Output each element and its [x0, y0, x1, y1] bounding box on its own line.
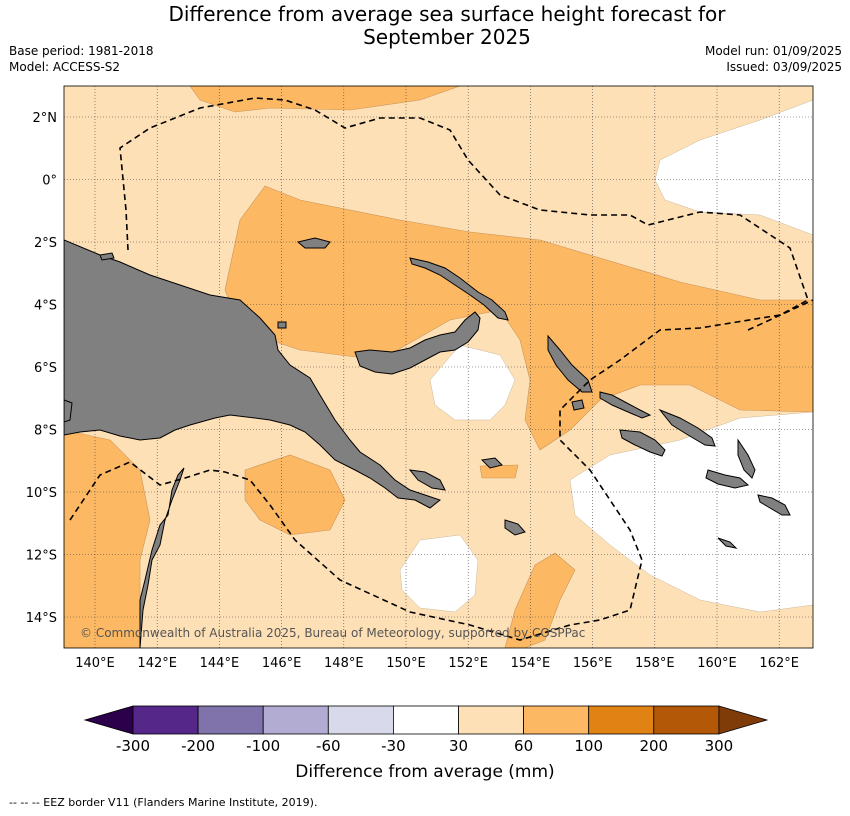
title-line-1: Difference from average sea surface heig… [168, 2, 726, 26]
meta-right: Model run: 01/09/2025 Issued: 03/09/2025 [705, 43, 842, 75]
colorbar-swatch [523, 705, 590, 735]
land-louisiade [504, 519, 526, 536]
lat-tick-label: 10°S [26, 486, 57, 501]
colorbar: -300 -200 -100 -60 -30 30 60 100 200 300 [83, 705, 769, 755]
colorbar-tick-label: 200 [639, 737, 668, 755]
lon-tick-label: 144°E [200, 656, 240, 671]
land-manus [296, 237, 331, 249]
page-title: Difference from average sea surface heig… [0, 3, 850, 49]
colorbar-swatch [653, 705, 720, 735]
copyright-text: © Commonwealth of Australia 2025, Bureau… [80, 626, 585, 640]
land-small-3 [717, 537, 738, 549]
land-dentrecasteaux [408, 469, 446, 491]
colorbar-swatch [392, 705, 459, 735]
model-run: Model run: 01/09/2025 [704, 44, 842, 58]
colorbar-tick-label: -200 [181, 737, 215, 755]
land-malaita [737, 438, 756, 479]
colorbar-tick-label: -30 [381, 737, 406, 755]
anomaly-band-neutral [429, 344, 516, 421]
graticule [64, 86, 813, 648]
colorbar-swatch [132, 705, 199, 735]
meta-left: Base period: 1981-2018 Model: ACCESS-S2 [9, 43, 154, 75]
colorbar-tick-label: -100 [246, 737, 280, 755]
eez-border [69, 97, 813, 641]
eez-border-line [69, 97, 809, 641]
lon-tick-label: 162°E [759, 656, 799, 671]
lon-tick-label: 156°E [573, 656, 613, 671]
title-line-2: September 2025 [363, 25, 531, 49]
colorbar-swatch [262, 705, 329, 735]
lon-tick-label: 146°E [262, 656, 302, 671]
land-woodlark [480, 457, 503, 469]
land-small-1 [277, 321, 287, 329]
eez-border-line [747, 299, 813, 331]
landmass [64, 237, 791, 648]
lon-tick-label: 154°E [511, 656, 551, 671]
map-figure: © Commonwealth of Australia 2025, Bureau… [26, 85, 814, 755]
lat-tick-label: 8°S [34, 424, 57, 439]
issued-date: Issued: 03/09/2025 [726, 60, 842, 74]
colorbar-swatch [458, 705, 524, 735]
colorbar-tick-label: 60 [514, 737, 533, 755]
lat-tick-label: 14°S [26, 611, 57, 626]
anomaly-band-60-100 [64, 429, 151, 648]
anomaly-band-60-100 [479, 464, 519, 479]
land-small-5 [571, 399, 585, 411]
map-area: © Commonwealth of Australia 2025, Bureau… [64, 86, 813, 648]
lon-tick-label: 142°E [137, 656, 177, 671]
anomaly-band-neutral [569, 411, 813, 613]
colorbar-extend-high [718, 705, 769, 735]
land-new-ireland [409, 257, 509, 321]
anomaly-band-neutral [399, 534, 479, 613]
land-bougainville [547, 334, 593, 393]
lat-tick-label: 6°S [34, 361, 57, 376]
colorbar-tick-label: 30 [449, 737, 468, 755]
colorbar-swatch [197, 705, 264, 735]
lon-tick-label: 152°E [448, 656, 488, 671]
lat-tick-label: 2°N [33, 111, 58, 126]
colorbar-tick-label: 100 [574, 737, 603, 755]
map-frame [63, 85, 814, 649]
lon-tick-label: 150°E [386, 656, 426, 671]
lon-tick-label: 158°E [635, 656, 675, 671]
lon-tick-label: 140°E [75, 656, 115, 671]
anomaly-band-60-100 [224, 185, 813, 451]
lat-tick-label: 0° [42, 174, 57, 189]
lon-tick-label: 148°E [324, 656, 364, 671]
longitude-labels: 140°E 142°E 144°E 146°E 148°E 150°E 152°E 154°E… [75, 656, 799, 671]
land-small-2 [99, 252, 115, 261]
land-solomon-5 [757, 494, 791, 516]
lat-tick-label: 4°S [34, 299, 57, 314]
land-new-britain [354, 311, 481, 375]
latitude-labels: 2°N 0° 2°S 4°S 6°S 8°S 10°S 12°S 14°S [26, 111, 57, 626]
colorbar-label: Difference from average (mm) [295, 762, 555, 782]
land-new-guinea [64, 239, 442, 509]
lon-tick-label: 160°E [697, 656, 737, 671]
land-solomon-2 [658, 408, 716, 447]
land-australia [139, 467, 185, 648]
land-solomon-3 [619, 429, 666, 457]
lat-tick-label: 12°S [26, 549, 57, 564]
model-name: Model: ACCESS-S2 [9, 60, 121, 74]
anomaly-band-60-100 [244, 454, 346, 536]
lat-tick-label: 2°S [34, 236, 57, 251]
colorbar-swatch [327, 705, 394, 735]
base-period: Base period: 1981-2018 [9, 44, 154, 58]
land-solomon-4 [705, 469, 750, 489]
anomaly-band-neutral [654, 99, 813, 236]
land-small-4 [64, 399, 73, 423]
eez-legend: -- -- -- EEZ border V11 (Flanders Marine… [9, 796, 318, 809]
colorbar-extend-low [83, 705, 134, 735]
colorbar-tick-label: 300 [705, 737, 734, 755]
colorbar-swatch [588, 705, 655, 735]
colorbar-tick-label: -300 [116, 737, 150, 755]
anomaly-band-60-100 [504, 552, 576, 648]
land-solomon-1 [599, 391, 652, 419]
colorbar-tick-label: -60 [316, 737, 341, 755]
